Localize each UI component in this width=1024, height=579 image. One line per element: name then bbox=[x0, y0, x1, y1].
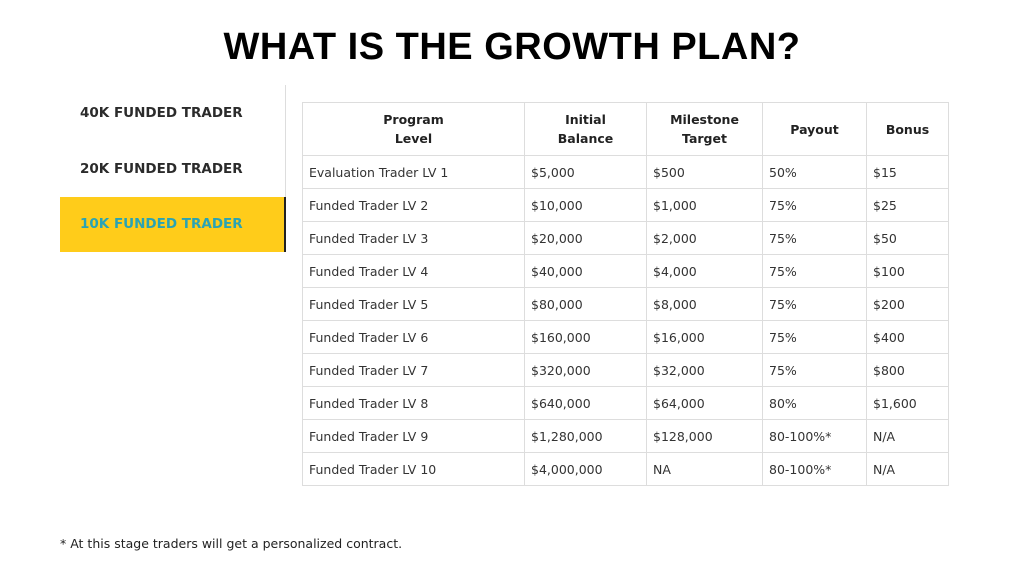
table-cell: 75% bbox=[762, 320, 867, 354]
table-cell: $50 bbox=[866, 221, 949, 255]
table-cell: $200 bbox=[866, 287, 949, 321]
table-row: Funded Trader LV 9 $1,280,000 $128,000 80-1… bbox=[302, 419, 949, 453]
table-cell: Funded Trader LV 4 bbox=[302, 254, 525, 288]
table-cell: Funded Trader LV 7 bbox=[302, 353, 525, 387]
table-row: Funded Trader LV 2 $10,000 $1,000 75% $25 bbox=[302, 188, 949, 222]
table-cell: $20,000 bbox=[524, 221, 647, 255]
table-cell: $64,000 bbox=[646, 386, 763, 420]
table-cell: $2,000 bbox=[646, 221, 763, 255]
table-cell: NA bbox=[646, 452, 763, 486]
table-cell: $4,000,000 bbox=[524, 452, 647, 486]
table-cell: 75% bbox=[762, 188, 867, 222]
table-cell: Funded Trader LV 8 bbox=[302, 386, 525, 420]
table-cell: $8,000 bbox=[646, 287, 763, 321]
table-row: Funded Trader LV 3 $20,000 $2,000 75% $50 bbox=[302, 221, 949, 255]
column-header: Milestone Target bbox=[646, 102, 763, 156]
table-cell: $320,000 bbox=[524, 353, 647, 387]
column-header-text: Bonus bbox=[885, 121, 930, 137]
footnote: * At this stage traders will get a perso… bbox=[60, 536, 403, 551]
table-cell: N/A bbox=[866, 452, 949, 486]
table-row: Funded Trader LV 4 $40,000 $4,000 75% $100 bbox=[302, 254, 949, 288]
tab[interactable]: 20K FUNDED TRADER bbox=[80, 161, 243, 177]
page-title: WHAT IS THE GROWTH PLAN? bbox=[223, 26, 801, 68]
table-cell: $16,000 bbox=[646, 320, 763, 354]
table-cell: $500 bbox=[646, 155, 763, 189]
tab[interactable]: 40K FUNDED TRADER bbox=[80, 105, 243, 121]
table-cell: $80,000 bbox=[524, 287, 647, 321]
table-cell: 75% bbox=[762, 353, 867, 387]
table-cell: Funded Trader LV 3 bbox=[302, 221, 525, 255]
table-cell: 80% bbox=[762, 386, 867, 420]
tab[interactable]: 10K FUNDED TRADER bbox=[60, 197, 286, 252]
table-cell: 80-100%* bbox=[762, 419, 867, 453]
table-cell: Evaluation Trader LV 1 bbox=[302, 155, 525, 189]
table-cell: $1,280,000 bbox=[524, 419, 647, 453]
table-cell: $1,600 bbox=[866, 386, 949, 420]
column-header-text: Initial Balance bbox=[557, 112, 614, 146]
table-cell: 75% bbox=[762, 221, 867, 255]
table-cell: 50% bbox=[762, 155, 867, 189]
table-row: Funded Trader LV 5 $80,000 $8,000 75% $200 bbox=[302, 287, 949, 321]
table-cell: $40,000 bbox=[524, 254, 647, 288]
tab-list: 40K FUNDED TRADER 20K FUNDED TRADER 10K FU… bbox=[60, 85, 286, 252]
table-cell: Funded Trader LV 6 bbox=[302, 320, 525, 354]
table-cell: $1,000 bbox=[646, 188, 763, 222]
table-cell: $32,000 bbox=[646, 353, 763, 387]
table-cell: 75% bbox=[762, 254, 867, 288]
table-cell: $640,000 bbox=[524, 386, 647, 420]
table-row: Funded Trader LV 7 $320,000 $32,000 75% $800 bbox=[302, 353, 949, 387]
column-header: Bonus bbox=[866, 102, 949, 156]
table-cell: Funded Trader LV 10 bbox=[302, 452, 525, 486]
table-cell: $25 bbox=[866, 188, 949, 222]
table-cell: Funded Trader LV 2 bbox=[302, 188, 525, 222]
table-body: Evaluation Trader LV 1 $5,000 $500 50% $15 Fu… bbox=[302, 155, 949, 486]
column-header: Initial Balance bbox=[524, 102, 647, 156]
table-cell: $4,000 bbox=[646, 254, 763, 288]
table-header: Program Level Initial Balance Milestone Ta… bbox=[302, 102, 949, 156]
table-cell: $100 bbox=[866, 254, 949, 288]
table-cell: Funded Trader LV 9 bbox=[302, 419, 525, 453]
column-header-text: Payout bbox=[790, 121, 839, 137]
table-row: Funded Trader LV 6 $160,000 $16,000 75% $400 bbox=[302, 320, 949, 354]
table-cell: 80-100%* bbox=[762, 452, 867, 486]
table-cell: $160,000 bbox=[524, 320, 647, 354]
table-cell: $400 bbox=[866, 320, 949, 354]
table-cell: $10,000 bbox=[524, 188, 647, 222]
table-cell: $128,000 bbox=[646, 419, 763, 453]
table-cell: Funded Trader LV 5 bbox=[302, 287, 525, 321]
table-row: Evaluation Trader LV 1 $5,000 $500 50% $15 bbox=[302, 155, 949, 189]
header-row: Program Level Initial Balance Milestone Ta… bbox=[302, 102, 949, 156]
table-cell: $5,000 bbox=[524, 155, 647, 189]
column-header: Payout bbox=[762, 102, 867, 156]
table-cell: N/A bbox=[866, 419, 949, 453]
table-row: Funded Trader LV 8 $640,000 $64,000 80% $1,6… bbox=[302, 386, 949, 420]
column-header-text: Milestone Target bbox=[670, 112, 739, 146]
column-header: Program Level bbox=[302, 102, 525, 156]
table-row: Funded Trader LV 10 $4,000,000 NA 80-100%* N… bbox=[302, 452, 949, 486]
growth-table: Program Level Initial Balance Milestone Ta… bbox=[302, 102, 949, 486]
table-cell: 75% bbox=[762, 287, 867, 321]
column-header-text: Program Level bbox=[383, 112, 444, 146]
table-cell: $800 bbox=[866, 353, 949, 387]
table-cell: $15 bbox=[866, 155, 949, 189]
